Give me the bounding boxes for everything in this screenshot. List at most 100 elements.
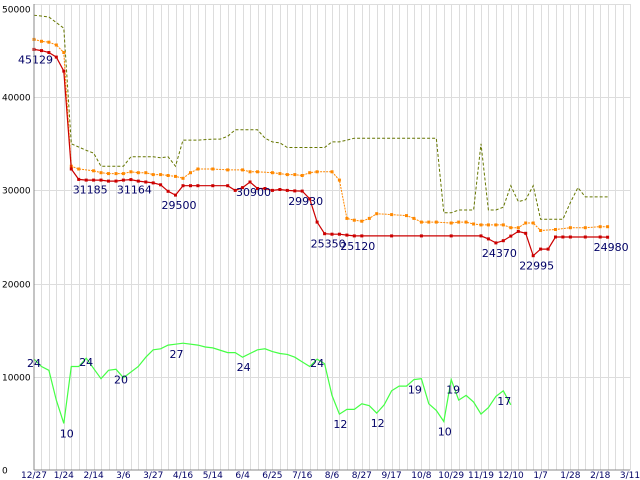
data-point — [501, 223, 505, 227]
data-point — [509, 234, 513, 238]
data-point — [248, 170, 252, 174]
data-point — [136, 179, 140, 183]
data-point — [583, 235, 587, 239]
data-point — [256, 170, 259, 174]
data-point — [47, 40, 51, 44]
data-point — [107, 179, 110, 183]
data-point — [62, 69, 66, 73]
data-point — [278, 188, 282, 191]
data-point — [189, 171, 192, 175]
x-tick-label: 1/28 — [560, 471, 580, 480]
data-point — [166, 189, 170, 193]
data-point — [494, 241, 498, 245]
data-label: 19 — [446, 384, 460, 397]
data-point — [472, 222, 476, 226]
data-point — [479, 223, 483, 227]
data-label: 45129 — [18, 53, 53, 66]
data-labels: 45129 31185 31164 29500 30900 29930 2535025120… — [18, 53, 629, 440]
data-point — [494, 223, 498, 227]
data-point — [419, 220, 423, 224]
x-tick-label: 8/6 — [325, 471, 340, 480]
data-point — [129, 170, 133, 174]
data-point — [99, 171, 103, 175]
data-point — [300, 189, 304, 193]
x-tick-label: 12/10 — [498, 471, 524, 480]
data-point — [486, 237, 490, 241]
data-point — [196, 184, 200, 188]
data-point — [241, 186, 245, 190]
data-point — [166, 174, 170, 177]
x-tick-label: 6/25 — [262, 471, 282, 480]
data-point — [114, 172, 118, 176]
data-point — [151, 181, 155, 185]
x-tick-label: 9/17 — [381, 471, 401, 480]
data-point — [330, 170, 334, 174]
data-point — [568, 226, 572, 230]
data-point — [226, 168, 230, 172]
data-point — [151, 173, 155, 177]
data-point — [509, 226, 513, 230]
data-point — [524, 221, 528, 225]
x-tick-label: 5/14 — [203, 471, 223, 480]
y-tick-label: 30000 — [2, 187, 31, 197]
x-tick-label: 12/27 — [21, 471, 47, 480]
data-label: 24980 — [594, 241, 629, 254]
data-label: 19 — [408, 384, 422, 397]
x-tick-label: 2/18 — [590, 471, 610, 480]
data-label: 24370 — [482, 247, 517, 260]
data-point — [308, 197, 312, 201]
data-point — [524, 231, 528, 235]
x-tick-label: 8/27 — [352, 471, 372, 480]
data-point — [479, 234, 483, 238]
data-point — [360, 219, 364, 223]
y-tick-labels: 0 10000 20000 30000 40000 50000 — [2, 6, 31, 477]
data-point — [554, 228, 557, 231]
x-tick-label: 7/16 — [292, 471, 312, 480]
data-point — [345, 233, 349, 237]
data-point — [248, 180, 252, 184]
data-point — [531, 221, 535, 225]
x-tick-label: 3/27 — [143, 471, 163, 480]
data-point — [606, 225, 610, 229]
data-label: 24 — [79, 356, 93, 369]
data-point — [159, 183, 163, 187]
data-point — [226, 184, 230, 188]
data-point — [367, 216, 371, 220]
data-label: 10 — [60, 427, 74, 440]
series-layer — [32, 14, 610, 424]
x-tick-labels: 12/27 1/24 2/14 3/6 3/27 4/16 5/14 6/4 6/25 7/16 8… — [21, 471, 640, 480]
data-label: 29500 — [162, 199, 197, 212]
data-point — [531, 254, 535, 258]
data-point — [412, 216, 416, 220]
data-point — [598, 225, 602, 229]
data-label: 22995 — [519, 260, 554, 273]
data-point — [211, 167, 215, 171]
data-point — [285, 173, 289, 177]
x-tick-label: 3/11 — [620, 471, 640, 480]
x-tick-label: 4/16 — [173, 471, 193, 480]
series-line-4 — [33, 342, 512, 424]
data-point — [457, 220, 461, 224]
data-point — [174, 174, 177, 178]
data-point — [352, 218, 356, 222]
data-point — [181, 176, 185, 180]
data-point — [352, 234, 356, 238]
data-point — [69, 167, 73, 171]
data-point — [285, 188, 289, 192]
data-label: 12 — [371, 417, 385, 430]
data-point — [315, 170, 319, 174]
x-tick-label: 10/8 — [411, 471, 431, 480]
data-point — [40, 49, 43, 53]
data-point — [337, 178, 341, 182]
data-point — [330, 232, 334, 236]
data-point — [323, 232, 327, 236]
data-point — [47, 51, 51, 54]
x-tick-label: 1/24 — [54, 471, 74, 480]
data-point — [345, 216, 349, 220]
data-point — [40, 39, 43, 43]
data-point — [54, 43, 58, 47]
data-point — [606, 235, 610, 239]
data-point — [539, 247, 543, 251]
data-point — [54, 55, 58, 59]
axes — [33, 4, 630, 471]
